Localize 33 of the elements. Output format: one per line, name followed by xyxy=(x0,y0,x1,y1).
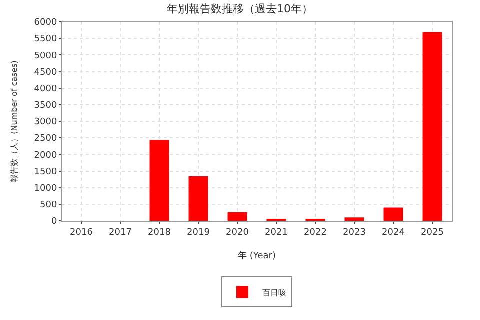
bar xyxy=(150,140,170,221)
y-tick-label: 5500 xyxy=(34,34,58,45)
bar xyxy=(228,212,248,221)
bar xyxy=(344,218,364,221)
y-tick-label: 5000 xyxy=(34,51,58,62)
y-tick-label: 6000 xyxy=(34,18,58,28)
y-tick-label: 500 xyxy=(40,200,58,211)
bar xyxy=(188,176,208,221)
x-tick-label: 2021 xyxy=(265,228,288,238)
y-tick-label: 2000 xyxy=(34,150,58,161)
x-axis-title: 年 (Year) xyxy=(238,250,276,262)
bar xyxy=(384,208,404,221)
bar xyxy=(422,32,442,221)
x-tick-label: 2023 xyxy=(343,228,366,238)
y-axis-title: 報告数（人）(Number of cases) xyxy=(10,60,19,182)
y-tick-label: 3500 xyxy=(34,101,58,112)
y-tick-label: 4500 xyxy=(34,68,58,78)
x-tick-label: 2017 xyxy=(109,228,132,238)
y-tick-label: 2500 xyxy=(34,134,58,144)
x-tick-label: 2020 xyxy=(226,228,250,238)
x-tick-label: 2024 xyxy=(382,228,406,238)
y-tick-label: 1000 xyxy=(34,184,58,194)
chart-title: 年別報告数推移（過去10年） xyxy=(167,2,313,16)
legend-label: 百日咳 xyxy=(262,288,286,298)
x-tick-label: 2019 xyxy=(187,228,210,238)
x-tick-label: 2018 xyxy=(148,228,172,238)
y-tick-label: 4000 xyxy=(34,84,58,94)
x-tick-label: 2022 xyxy=(304,228,327,238)
y-tick-label: 0 xyxy=(51,217,58,228)
x-tick-label: 2016 xyxy=(70,228,94,238)
y-tick-label: 3000 xyxy=(34,118,58,128)
y-tick-label: 1500 xyxy=(34,167,58,178)
x-tick-label: 2025 xyxy=(421,228,444,238)
